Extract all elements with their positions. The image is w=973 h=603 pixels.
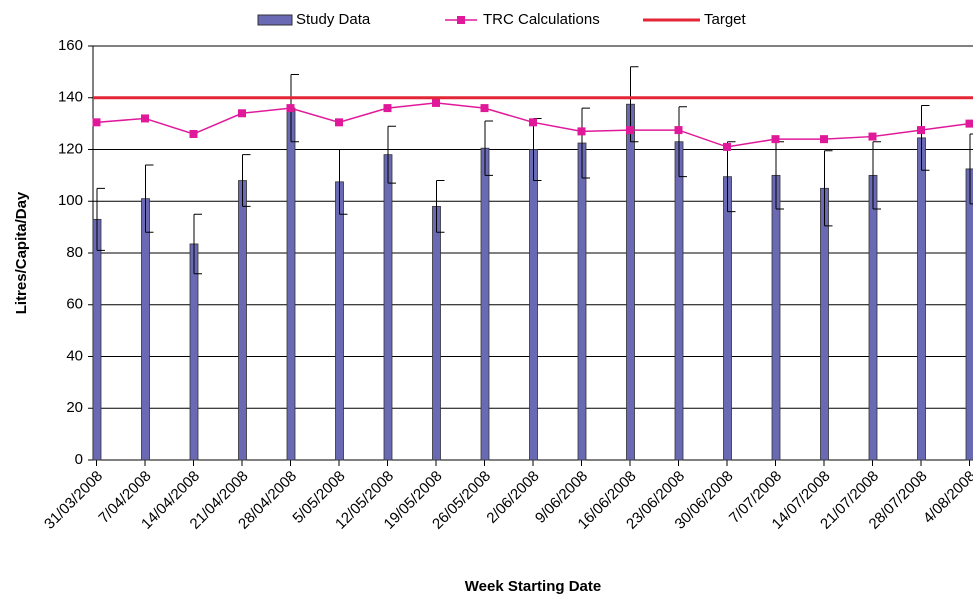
marker <box>820 135 828 143</box>
x-tick-label: 31/03/2008 <box>41 468 106 533</box>
legend-label: Study Data <box>296 11 371 28</box>
marker <box>772 135 780 143</box>
x-tick-label: 4/08/2008 <box>920 468 973 527</box>
bar <box>384 155 392 460</box>
bar <box>93 219 101 460</box>
bar <box>675 142 683 460</box>
legend-label: TRC Calculations <box>483 11 600 28</box>
marker <box>432 99 440 107</box>
bar <box>433 206 441 460</box>
marker <box>723 143 731 151</box>
bar <box>821 188 829 460</box>
bar <box>287 108 295 460</box>
marker <box>917 126 925 134</box>
bar <box>966 169 973 460</box>
bar <box>772 175 780 460</box>
marker <box>238 109 246 117</box>
bar <box>578 143 586 460</box>
marker <box>869 133 877 141</box>
marker <box>578 127 586 135</box>
marker <box>966 120 973 128</box>
bar <box>530 150 538 461</box>
y-tick-label: 80 <box>66 244 83 261</box>
marker <box>675 126 683 134</box>
bar <box>627 104 635 460</box>
marker <box>529 118 537 126</box>
bar <box>142 199 150 460</box>
bar <box>239 181 247 460</box>
marker <box>335 118 343 126</box>
legend-label: Target <box>704 11 747 28</box>
bar <box>724 177 732 460</box>
marker <box>384 104 392 112</box>
y-tick-label: 100 <box>58 192 83 209</box>
bar <box>481 148 489 460</box>
y-tick-label: 120 <box>58 140 83 157</box>
legend-swatch <box>258 15 292 25</box>
marker <box>93 118 101 126</box>
bar <box>190 244 198 460</box>
y-tick-label: 160 <box>58 37 83 54</box>
marker <box>141 114 149 122</box>
y-tick-label: 0 <box>75 451 83 468</box>
marker <box>287 104 295 112</box>
legend-swatch <box>457 16 465 24</box>
bar <box>869 175 877 460</box>
y-tick-label: 60 <box>66 296 83 313</box>
bar <box>336 182 344 460</box>
y-tick-label: 20 <box>66 399 83 416</box>
x-axis-label: Week Starting Date <box>465 578 601 595</box>
marker <box>190 130 198 138</box>
y-tick-label: 40 <box>66 347 83 364</box>
y-axis-label: Litres/Capita/Day <box>13 191 30 314</box>
y-tick-label: 140 <box>58 89 83 106</box>
bar <box>918 138 926 460</box>
marker <box>626 126 634 134</box>
marker <box>481 104 489 112</box>
